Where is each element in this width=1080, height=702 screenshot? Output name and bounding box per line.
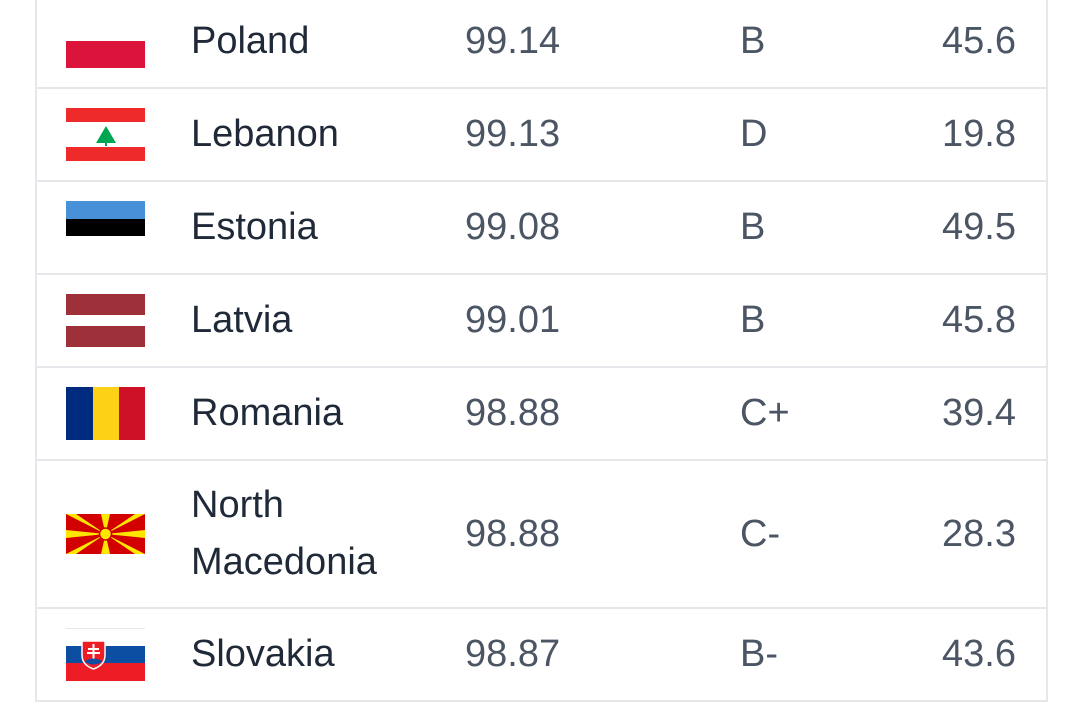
table-row[interactable]: Poland 99.14 B 45.6 <box>37 0 1046 89</box>
score: 99.14 <box>465 20 561 62</box>
country-name: Romania <box>191 392 344 434</box>
country-name: Latvia <box>191 299 293 341</box>
country-name: Lebanon <box>191 113 339 155</box>
score: 98.88 <box>465 392 561 434</box>
score: 99.01 <box>465 299 561 341</box>
slovakia-flag-icon <box>66 628 145 681</box>
value: 43.6 <box>942 633 1016 675</box>
value: 19.8 <box>942 113 1016 155</box>
grade: C+ <box>740 392 790 434</box>
value: 39.4 <box>942 392 1016 434</box>
table-row[interactable]: Latvia 99.01 B 45.8 <box>37 275 1046 368</box>
estonia-flag-icon <box>66 201 145 254</box>
table-row[interactable]: Slovakia 98.87 B- 43.6 <box>37 609 1046 702</box>
score: 98.88 <box>465 512 561 555</box>
country-name: Poland <box>191 20 310 62</box>
score: 99.13 <box>465 113 561 155</box>
score: 98.87 <box>465 633 561 675</box>
value: 49.5 <box>942 206 1016 248</box>
country-name: Estonia <box>191 206 318 248</box>
country-name: Slovakia <box>191 633 335 675</box>
country-table: Poland 99.14 B 45.6 Lebanon 99.13 D 19.8… <box>35 0 1048 702</box>
romania-flag-icon <box>66 387 145 440</box>
lebanon-flag-icon <box>66 108 145 161</box>
country-name: North Macedonia <box>191 484 377 583</box>
latvia-flag-icon <box>66 294 145 347</box>
poland-flag-icon <box>66 15 145 68</box>
grade: B <box>740 299 766 341</box>
grade: C- <box>740 512 781 555</box>
grade: B <box>740 206 766 248</box>
table-row[interactable]: North Macedonia 98.88 C- 28.3 <box>37 461 1046 609</box>
north-macedonia-flag-icon <box>66 514 145 554</box>
grade: B <box>740 20 766 62</box>
value: 45.6 <box>942 20 1016 62</box>
table-row[interactable]: Lebanon 99.13 D 19.8 <box>37 89 1046 182</box>
grade: B- <box>740 633 778 675</box>
score: 99.08 <box>465 206 561 248</box>
table-row[interactable]: Romania 98.88 C+ 39.4 <box>37 368 1046 461</box>
table-row[interactable]: Estonia 99.08 B 49.5 <box>37 182 1046 275</box>
value: 45.8 <box>942 299 1016 341</box>
grade: D <box>740 113 768 155</box>
value: 28.3 <box>942 512 1016 555</box>
